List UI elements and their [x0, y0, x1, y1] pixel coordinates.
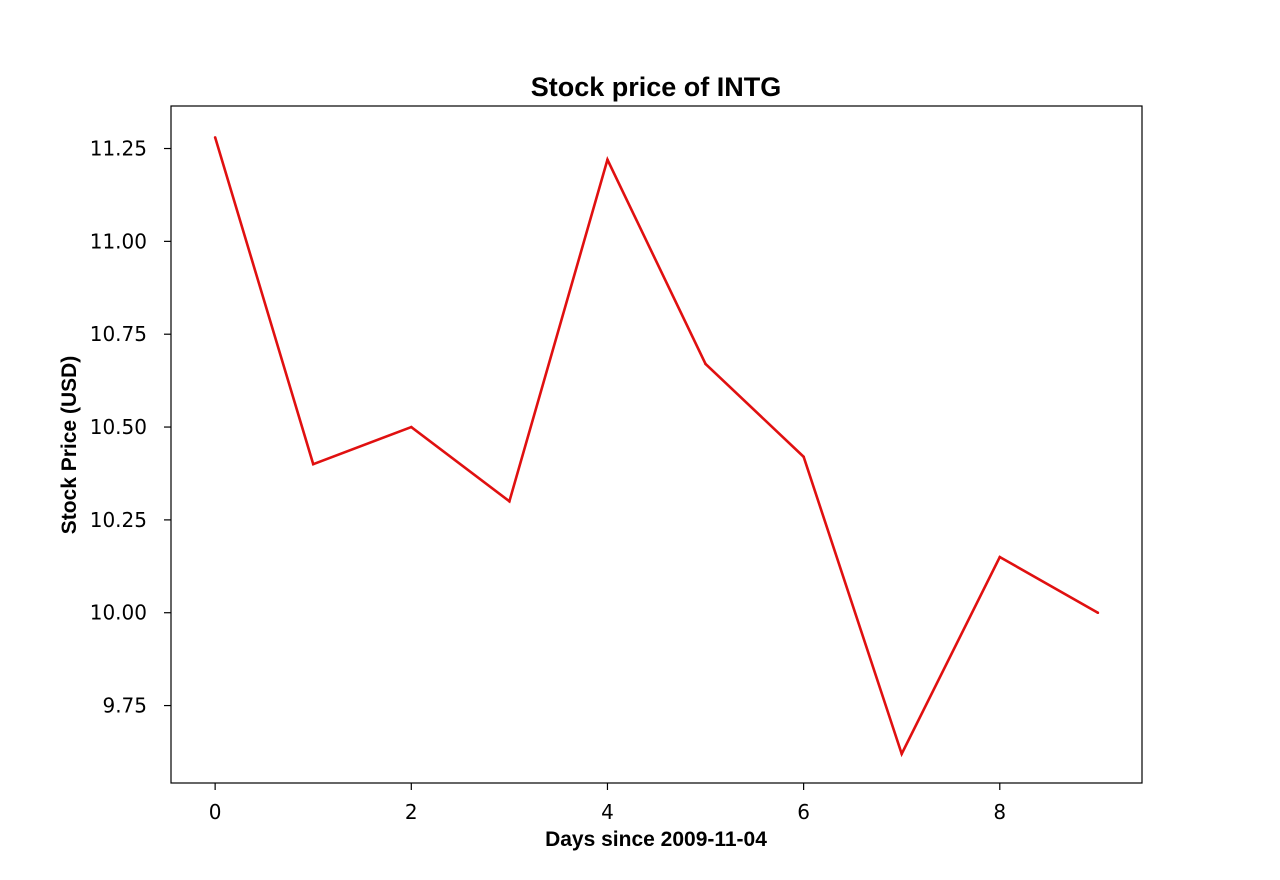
y-tick-label: 11.00 [90, 229, 147, 253]
x-tick-label: 8 [993, 800, 1006, 824]
series-line [213, 137, 1099, 758]
y-axis-ticks: 9.75 10.00 10.25 10.50 10.75 11.00 11.25 [90, 137, 171, 718]
x-tick-label: 2 [405, 800, 418, 824]
data-point [1096, 611, 1100, 615]
data-point [213, 136, 217, 139]
data-point [508, 500, 511, 503]
data-point [409, 425, 413, 429]
x-axis-ticks: 0 2 4 6 8 [209, 783, 1006, 824]
data-point [900, 752, 904, 756]
x-tick-label: 6 [797, 800, 810, 824]
y-tick-label: 9.75 [102, 694, 147, 718]
data-points [213, 136, 1100, 756]
data-point [311, 462, 315, 466]
y-tick-label: 10.50 [90, 415, 147, 439]
data-point [606, 158, 609, 161]
y-axis-label: Stock Price (USD) [58, 356, 81, 535]
x-axis-label: Days since 2009-11-04 [545, 828, 767, 851]
y-tick-label: 10.25 [90, 508, 147, 532]
y-tick-label: 11.25 [90, 137, 147, 161]
y-tick-label: 10.75 [90, 322, 147, 346]
x-tick-label: 0 [209, 800, 222, 824]
x-tick-label: 4 [601, 800, 614, 824]
data-point [704, 362, 707, 366]
plot-area-frame [170, 105, 1143, 784]
y-tick-label: 10.00 [90, 601, 147, 625]
data-point [998, 555, 1002, 559]
chart-title: Stock price of INTG [531, 72, 782, 102]
data-point [802, 455, 805, 459]
